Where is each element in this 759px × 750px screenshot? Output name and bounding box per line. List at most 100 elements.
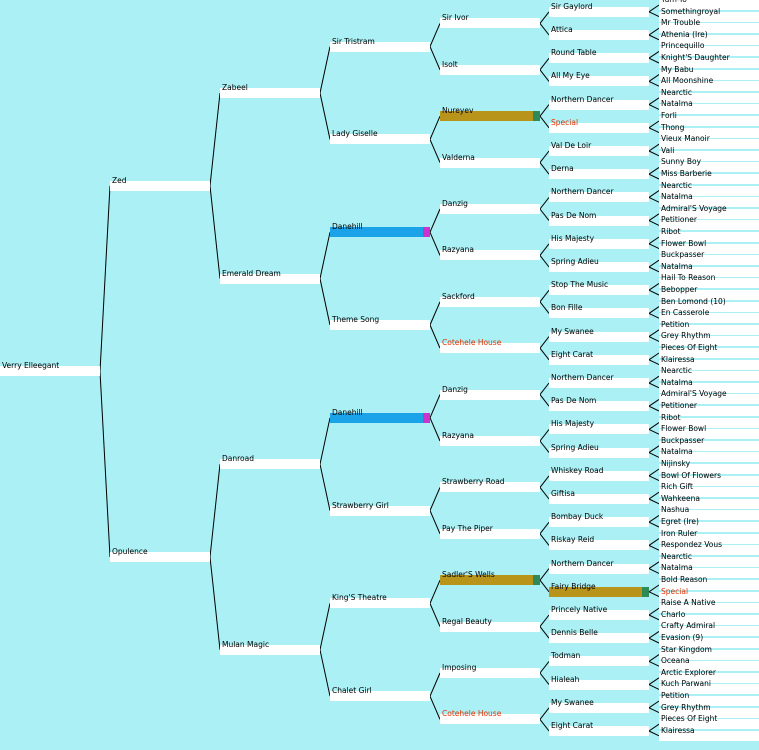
connector-line — [648, 50, 660, 59]
pedigree-box-gen-3 — [330, 134, 430, 145]
horse-name: Chalet Girl — [332, 686, 372, 696]
connector-line — [319, 417, 331, 465]
horse-name: Derna — [551, 164, 574, 174]
horse-name: Sunny Boy — [661, 157, 702, 167]
horse-name: Rich Gift — [661, 482, 693, 492]
connector-line — [648, 591, 660, 598]
connector-line — [648, 282, 660, 291]
horse-name: Bombay Duck — [551, 512, 604, 522]
horse-name: Strawberry Girl — [332, 500, 389, 510]
horse-name: Raise A Native — [661, 598, 716, 608]
horse-name: Northern Dancer — [551, 373, 614, 382]
horse-name: Arctic Explorer — [661, 667, 716, 677]
horse-name: Isolt — [442, 59, 458, 69]
connector-line — [648, 422, 660, 430]
pedigree-box-gen-6 — [659, 522, 759, 532]
pedigree-box-gen-0 — [0, 366, 100, 377]
connector-line — [648, 11, 660, 18]
pedigree-box-gen-6 — [659, 104, 759, 115]
pedigree-box-gen-6 — [659, 197, 759, 208]
horse-name: Miss Barberie — [661, 169, 712, 178]
pedigree-box-gen-5 — [549, 30, 649, 40]
horse-name: Vieux Manoir — [661, 134, 710, 144]
horse-name: Natalma — [661, 261, 693, 271]
connector-line — [319, 603, 331, 650]
horse-name: Buckpasser — [661, 250, 705, 260]
pedigree-box-gen-6 — [659, 649, 759, 660]
connector-line — [648, 514, 660, 523]
connector-line — [648, 143, 660, 152]
horse-name: Admiral'S Voyage — [661, 389, 727, 399]
horse-name: Admiral'S Voyage — [661, 203, 727, 213]
pedigree-box-gen-4 — [440, 157, 540, 168]
horse-name: Danehill — [332, 222, 363, 232]
pedigree-box-gen-3 — [330, 505, 430, 516]
pedigree-box-gen-6 — [659, 568, 759, 579]
horse-name: Crafty Admiral — [661, 621, 716, 631]
pedigree-box-gen-6 — [659, 232, 759, 242]
horse-name: Special — [661, 586, 689, 596]
horse-name: His Majesty — [551, 233, 595, 243]
horse-name: Oceana — [661, 656, 690, 666]
horse-name: Petitioner — [661, 215, 697, 225]
connector-line — [429, 116, 441, 140]
connector-line — [319, 649, 331, 697]
connector-line — [319, 46, 331, 94]
horse-name: Princequillo — [661, 41, 705, 51]
horse-name: Northern Dancer — [551, 558, 614, 568]
connector-line — [429, 394, 441, 418]
pedigree-box-gen-6 — [659, 684, 759, 695]
horse-name: Spring Adieu — [551, 442, 599, 452]
pedigree-box-gen-6 — [659, 150, 759, 161]
pedigree-box-gen-6 — [659, 406, 759, 416]
pedigree-box-gen-6 — [659, 255, 759, 266]
pedigree-box-gen-6 — [659, 661, 759, 672]
horse-name: Respondez Vous — [661, 540, 722, 550]
horse-name: Natalma — [661, 192, 693, 202]
pedigree-box-gen-6 — [659, 116, 759, 126]
pedigree-box-gen-5 — [549, 517, 649, 528]
horse-name: Evasion (9) — [661, 633, 704, 642]
connector-line — [429, 324, 441, 349]
connector-line — [209, 92, 221, 186]
pedigree-box-gen-6 — [659, 591, 759, 602]
connector-line — [429, 417, 441, 442]
pedigree-box-gen-5 — [549, 331, 649, 342]
pedigree-box-gen-5 — [549, 424, 649, 435]
connector-line — [539, 614, 550, 627]
horse-name: Pas De Nom — [551, 210, 597, 220]
pedigree-box-gen-5 — [549, 702, 649, 713]
pedigree-box-gen-6 — [659, 417, 759, 428]
pedigree-box-gen-6 — [659, 348, 759, 358]
connector-line — [648, 150, 660, 157]
horse-name: Klairessa — [661, 354, 695, 364]
horse-name: Kuch Parwani — [661, 679, 711, 689]
connector-line — [648, 382, 660, 389]
connector-line — [648, 336, 660, 342]
horse-name: Opulence — [112, 547, 148, 556]
horse-name: Round Table — [551, 48, 597, 58]
pedigree-box-gen-5 — [549, 6, 649, 17]
connector-line — [539, 661, 550, 674]
pedigree-box-gen-6 — [659, 359, 759, 370]
horse-name: Cotehele House — [442, 338, 502, 348]
horse-name: Charlo — [661, 609, 686, 619]
connector-line — [648, 607, 660, 616]
connector-line — [648, 730, 660, 737]
horse-name: Hail To Reason — [661, 273, 716, 283]
horse-name: Bon Fille — [551, 303, 583, 313]
pedigree-box-gen-5 — [549, 76, 649, 87]
pedigree-box-gen-6 — [659, 185, 759, 196]
pedigree-box-gen-6 — [659, 69, 759, 80]
connector-line — [648, 398, 660, 407]
horse-name: Sackford — [442, 291, 475, 301]
pedigree-box-gen-6 — [659, 243, 759, 254]
horse-name: My Swanee — [551, 326, 594, 336]
horse-name: Northern Dancer — [551, 94, 614, 104]
pedigree-box-gen-5 — [549, 215, 649, 226]
pedigree-box-gen-4 — [440, 389, 540, 400]
pedigree-box-gen-5 — [549, 146, 649, 156]
connector-line — [539, 69, 550, 82]
connector-line — [539, 429, 550, 442]
